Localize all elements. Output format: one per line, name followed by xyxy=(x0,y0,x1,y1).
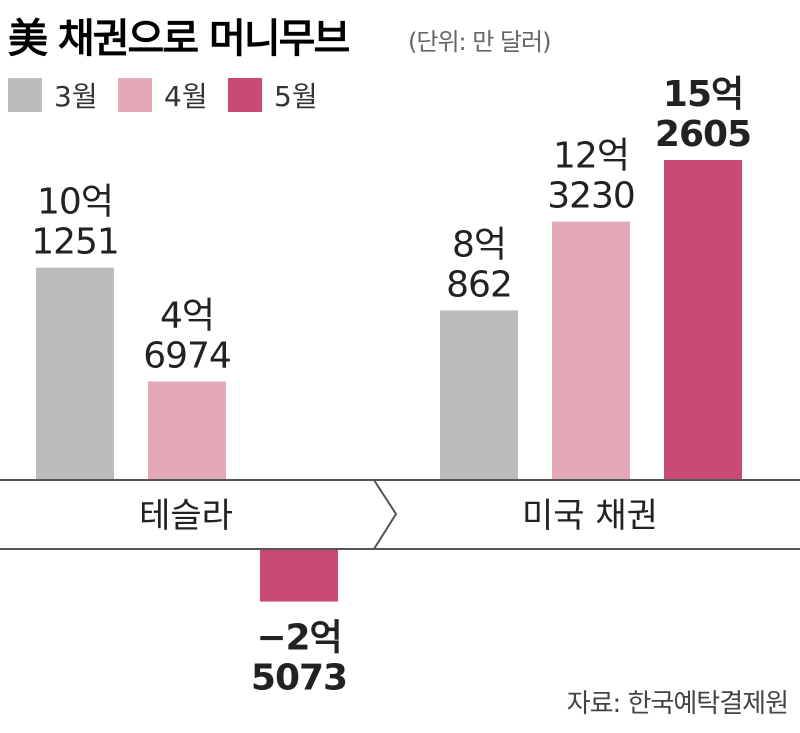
legend-swatch xyxy=(228,78,262,112)
chart-unit: (단위: 만 달러) xyxy=(408,28,550,56)
source-note: 자료: 한국예탁결제원 xyxy=(567,689,788,719)
band-arrow-icon xyxy=(373,479,398,550)
bar-value-label: 8억 862 xyxy=(446,224,512,305)
bar xyxy=(664,160,742,480)
legend-swatch xyxy=(118,78,152,112)
bar-value-label: 4억 6974 xyxy=(143,295,231,376)
bar xyxy=(36,267,114,480)
bar xyxy=(440,310,518,480)
bar-value-label: −2억 5073 xyxy=(251,618,347,699)
legend: 3월 4월 5월 xyxy=(8,78,318,113)
bar-value-label: 15억 2605 xyxy=(655,74,751,155)
bars xyxy=(36,160,742,602)
legend-label: 4월 xyxy=(164,80,208,113)
bar-value-label: 10억 1251 xyxy=(31,182,119,263)
category-label: 테슬라 xyxy=(139,496,233,536)
category-labels: 테슬라 미국 채권 xyxy=(139,496,658,536)
bar xyxy=(552,221,630,481)
bar-value-label: 12억 3230 xyxy=(547,136,635,217)
bar xyxy=(148,381,226,480)
bar xyxy=(260,549,338,602)
category-label: 미국 채권 xyxy=(522,496,658,536)
legend-label: 5월 xyxy=(274,80,318,113)
legend-swatch xyxy=(8,78,42,112)
chart-title: 美 채권으로 머니무브 xyxy=(8,16,349,62)
category-band xyxy=(0,479,800,550)
value-labels: 10억 1251 8억 862 4억 6974 12억 3230 −2억 5073 15억 2605 xyxy=(31,74,752,699)
legend-label: 3월 xyxy=(54,80,98,113)
